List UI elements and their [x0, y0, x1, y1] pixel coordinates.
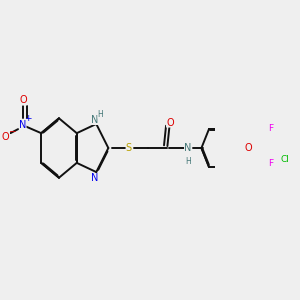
Text: +: +: [24, 114, 32, 123]
Text: −: −: [8, 127, 16, 136]
Text: N: N: [91, 173, 99, 183]
Text: H: H: [98, 110, 103, 118]
Text: F: F: [268, 124, 273, 133]
Text: O: O: [166, 118, 174, 128]
Text: N: N: [91, 115, 99, 125]
Text: H: H: [185, 158, 191, 166]
Text: O: O: [245, 143, 253, 153]
Text: N: N: [19, 120, 26, 130]
Text: N: N: [184, 143, 191, 153]
Text: S: S: [126, 143, 132, 153]
Text: Cl: Cl: [280, 155, 290, 164]
Text: O: O: [2, 132, 10, 142]
Text: O: O: [19, 95, 27, 105]
Text: F: F: [268, 159, 273, 168]
